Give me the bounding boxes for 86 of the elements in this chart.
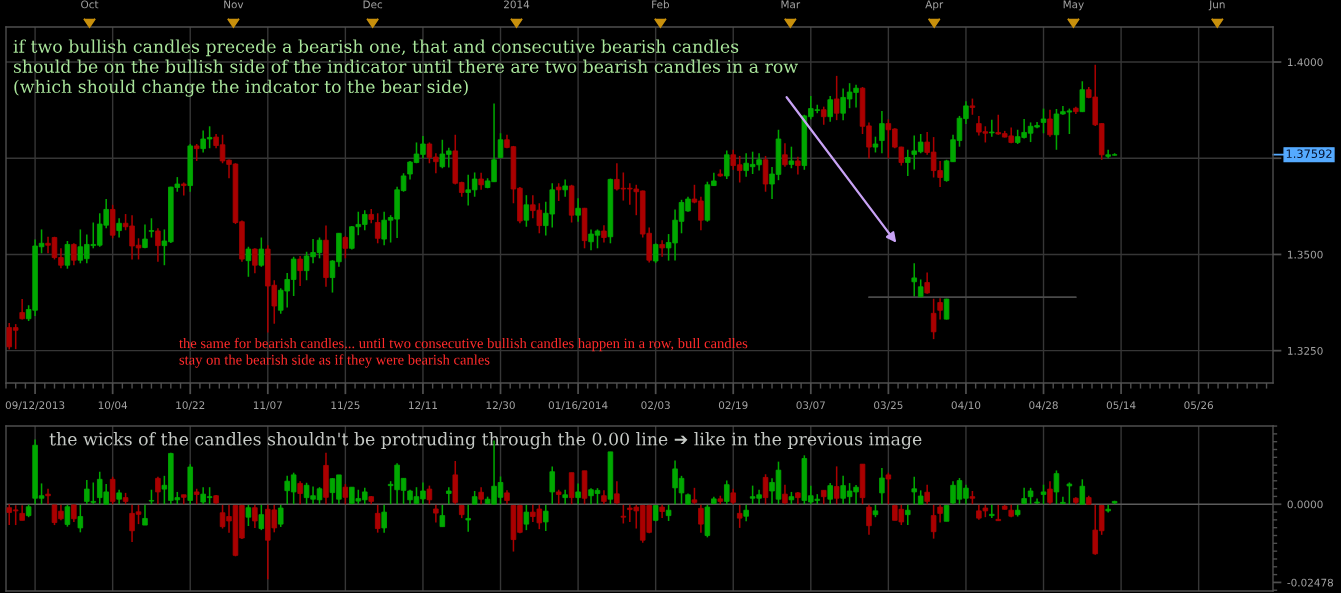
- candlestick: [258, 504, 265, 531]
- candlestick: [523, 194, 530, 228]
- candlestick: [277, 504, 284, 528]
- candlestick: [155, 227, 161, 263]
- annotation: if two bullish candles precede a bearish one, that and consecutive bearish candles should be on the bullish side of the indicator until there are two bearish candles in a row (which should change the indcator to the bear side): [13, 39, 798, 97]
- candlestick: [64, 504, 71, 528]
- candlestick: [439, 504, 446, 528]
- candlestick: [937, 297, 943, 321]
- candlestick: [879, 110, 885, 155]
- candlestick: [342, 235, 349, 260]
- candlestick: [64, 240, 71, 270]
- x-tick-label: 09/12/2013: [5, 401, 65, 410]
- candlestick: [297, 255, 303, 287]
- candlestick: [71, 242, 77, 266]
- candlestick: [116, 217, 122, 239]
- x2-tick-label: Mar: [781, 0, 801, 9]
- candlestick: [252, 504, 258, 529]
- x-tick-label: 04/28: [1029, 401, 1058, 410]
- candlestick: [381, 504, 387, 534]
- candlestick: [543, 504, 549, 532]
- candlestick: [905, 504, 911, 526]
- x-tick-label: 10/04: [98, 401, 128, 410]
- candlestick: [497, 132, 504, 160]
- x-tick-label: 05/14: [1106, 401, 1136, 410]
- candlestick: [652, 242, 659, 264]
- x-tick-label: 03/25: [874, 401, 903, 410]
- x-tick-label: 11/07: [253, 401, 282, 410]
- candlestick: [989, 118, 995, 138]
- candlestick: [374, 504, 381, 534]
- x-tick-label: 02/19: [718, 401, 748, 410]
- x2-tick-label: Dec: [363, 0, 383, 9]
- candlestick: [827, 95, 833, 123]
- candlestick: [181, 181, 187, 197]
- x2-tick-label: Apr: [925, 0, 944, 11]
- candlestick: [659, 239, 665, 258]
- candlestick: [698, 504, 704, 534]
- candlestick: [930, 504, 937, 540]
- x-tick-label: 12/11: [409, 401, 437, 410]
- y-tick-label: 1.3250: [1288, 346, 1323, 355]
- candlestick: [833, 75, 840, 121]
- x-tick-label: 10/22: [176, 401, 205, 410]
- candlestick: [258, 236, 265, 268]
- y-tick-label: -0.02478: [1287, 578, 1334, 587]
- ref-line-label: 1.37592: [1286, 149, 1332, 158]
- candlestick: [245, 245, 252, 278]
- x2-tick-label: Oct: [81, 0, 99, 9]
- x-tick-label: 12/30: [486, 401, 515, 410]
- candlestick: [148, 217, 155, 239]
- annotation: the same for bearish candles... until two consecutive bullish candles happen in a row, bull candles stay on the bearish side as if they were bearish canles: [179, 337, 748, 368]
- candlestick: [575, 197, 581, 223]
- candlestick: [820, 105, 827, 126]
- candlestick: [866, 504, 872, 536]
- y-tick-label: 1.4000: [1288, 58, 1323, 67]
- candlestick: [142, 504, 148, 526]
- candlestick: [465, 504, 471, 533]
- x-tick-label: 04/10: [951, 401, 981, 410]
- candlestick: [943, 297, 950, 321]
- candlestick: [930, 297, 937, 340]
- x2-tick-label: Nov: [224, 0, 244, 9]
- x2-tick-label: May: [1063, 0, 1084, 11]
- candlestick: [77, 504, 84, 534]
- x2-tick-label: Feb: [652, 0, 670, 9]
- x-tick-label: 01/16/2014: [548, 401, 608, 410]
- candlestick: [724, 149, 730, 180]
- candlestick: [1040, 107, 1047, 134]
- candlestick: [1079, 80, 1086, 113]
- candlestick: [245, 504, 252, 527]
- x-tick-label: 11/25: [331, 401, 360, 410]
- candlestick: [788, 145, 795, 170]
- x-tick-label: 02/03: [641, 401, 670, 410]
- x-tick-label: 05/26: [1184, 401, 1214, 410]
- candlestick: [782, 142, 788, 168]
- candlestick: [374, 212, 381, 245]
- x2-tick-label: 2014: [504, 0, 530, 9]
- candlestick: [911, 262, 917, 298]
- y-tick-label: 1.3500: [1288, 250, 1323, 259]
- x-tick-label: 03/07: [796, 401, 825, 410]
- candlestick: [562, 178, 568, 198]
- candlestick: [736, 504, 743, 529]
- x2-tick-label: Jun: [1208, 0, 1225, 11]
- candlestick: [523, 504, 530, 531]
- candlestick: [924, 271, 930, 295]
- candlestick: [905, 149, 911, 177]
- candlestick: [620, 504, 627, 525]
- candlestick: [252, 247, 258, 275]
- candlestick: [1047, 108, 1053, 138]
